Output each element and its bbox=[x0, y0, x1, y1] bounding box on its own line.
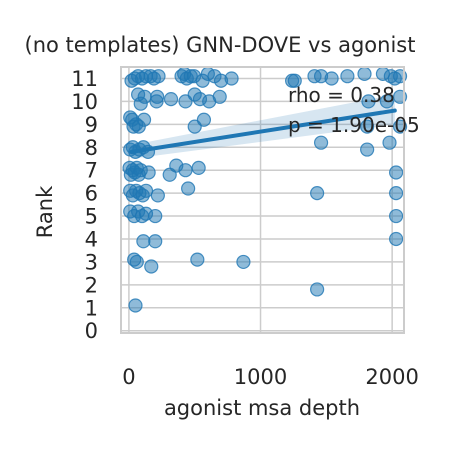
data-point bbox=[236, 254, 251, 270]
y-tick-label: 6 bbox=[85, 182, 98, 206]
p-value-annotation: p = 1.90e-05 bbox=[288, 113, 420, 137]
data-point bbox=[361, 94, 376, 109]
x-axis-label: agonist msa depth bbox=[164, 396, 360, 420]
data-point bbox=[360, 119, 375, 134]
data-point bbox=[382, 135, 397, 150]
y-tick-label: 11 bbox=[71, 67, 98, 91]
data-point bbox=[136, 112, 152, 127]
regression-line-group bbox=[129, 108, 397, 154]
data-point bbox=[389, 186, 404, 201]
data-point bbox=[357, 66, 372, 81]
data-points bbox=[122, 66, 408, 313]
y-tick-label: 4 bbox=[85, 227, 98, 251]
data-point bbox=[360, 142, 375, 157]
y-tick-label: 5 bbox=[85, 205, 98, 229]
chart-title: (no templates) GNN-DOVE vs agonist bbox=[25, 33, 416, 57]
data-point bbox=[389, 208, 404, 224]
y-tick-label: 9 bbox=[85, 113, 98, 137]
data-point bbox=[310, 186, 325, 201]
x-axis-ticks: 0 1000 2000 bbox=[122, 365, 419, 389]
data-point bbox=[196, 112, 212, 127]
y-tick-label: 8 bbox=[85, 136, 98, 160]
data-point bbox=[340, 69, 355, 84]
data-point bbox=[163, 92, 179, 107]
data-point bbox=[287, 73, 302, 88]
data-point bbox=[148, 208, 163, 224]
data-point bbox=[136, 234, 151, 249]
data-point bbox=[141, 165, 156, 180]
data-point bbox=[138, 183, 154, 198]
data-point bbox=[379, 94, 394, 109]
data-point bbox=[389, 231, 404, 247]
data-point bbox=[128, 298, 143, 313]
data-point bbox=[148, 234, 163, 249]
data-point bbox=[310, 282, 325, 297]
data-point bbox=[212, 89, 227, 104]
data-point bbox=[144, 259, 159, 274]
data-point bbox=[150, 188, 165, 203]
y-axis-label: Rank bbox=[33, 185, 57, 238]
y-tick-label: 2 bbox=[85, 273, 98, 297]
plot-frame bbox=[120, 66, 405, 334]
x-tick-label: 1000 bbox=[234, 365, 287, 389]
data-point bbox=[389, 165, 404, 180]
data-point bbox=[313, 135, 329, 150]
data-point bbox=[178, 163, 193, 178]
regression-line bbox=[129, 108, 397, 154]
data-point bbox=[150, 89, 165, 104]
data-point bbox=[324, 71, 339, 86]
data-point bbox=[191, 160, 206, 175]
data-point bbox=[190, 252, 205, 267]
x-tick-label: 0 bbox=[122, 365, 135, 389]
x-tick-label: 2000 bbox=[365, 365, 418, 389]
rho-annotation: rho = 0.38 bbox=[288, 83, 395, 107]
y-tick-label: 3 bbox=[85, 250, 98, 274]
data-point bbox=[137, 89, 152, 104]
y-tick-label: 7 bbox=[85, 159, 98, 183]
data-point bbox=[224, 71, 239, 86]
y-tick-label: 0 bbox=[85, 319, 98, 343]
data-point bbox=[151, 69, 166, 84]
data-point bbox=[129, 254, 144, 270]
y-tick-label: 1 bbox=[85, 296, 98, 320]
y-tick-label: 10 bbox=[71, 90, 98, 114]
data-point bbox=[181, 181, 196, 196]
